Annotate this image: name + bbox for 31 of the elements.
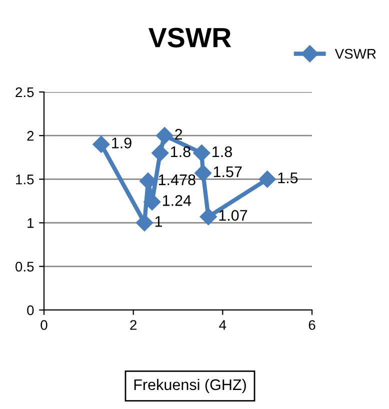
data-label: 1.24 (162, 195, 192, 206)
y-tick-label: 0 (27, 305, 34, 316)
point (152, 144, 169, 162)
data-label: 1.478 (158, 174, 196, 186)
data-label: 1.5 (278, 172, 298, 184)
point (193, 144, 210, 162)
x-tick-label: 0 (40, 320, 48, 330)
data-label: 1.07 (219, 210, 248, 221)
point (200, 208, 217, 226)
y-tick-label: 0.5 (16, 262, 34, 272)
y-tick-label: 2.5 (16, 87, 34, 98)
y-tick-label: 1.5 (16, 174, 34, 184)
x-tick-label: 6 (308, 320, 316, 330)
chart-title: VSWR (148, 28, 232, 48)
x-tick-label: 2 (130, 320, 136, 330)
y-tick-label: 1 (28, 218, 34, 228)
data-label: 2 (175, 128, 182, 140)
point (92, 136, 110, 153)
point (156, 127, 174, 144)
point (194, 164, 212, 182)
data-label: 1.8 (171, 146, 190, 158)
point (136, 214, 154, 232)
data-label: 1.57 (214, 166, 242, 178)
data-label: 1.9 (112, 138, 132, 148)
x-axis-title: Frekuensi (GHZ) (134, 378, 246, 394)
x-tick-label: 4 (219, 320, 226, 330)
data-label: 1.8 (212, 146, 232, 158)
y-tick-label: 2 (27, 130, 34, 141)
point (258, 170, 276, 188)
data-label: 1 (155, 216, 162, 227)
legend-label: VSWR (334, 48, 376, 59)
